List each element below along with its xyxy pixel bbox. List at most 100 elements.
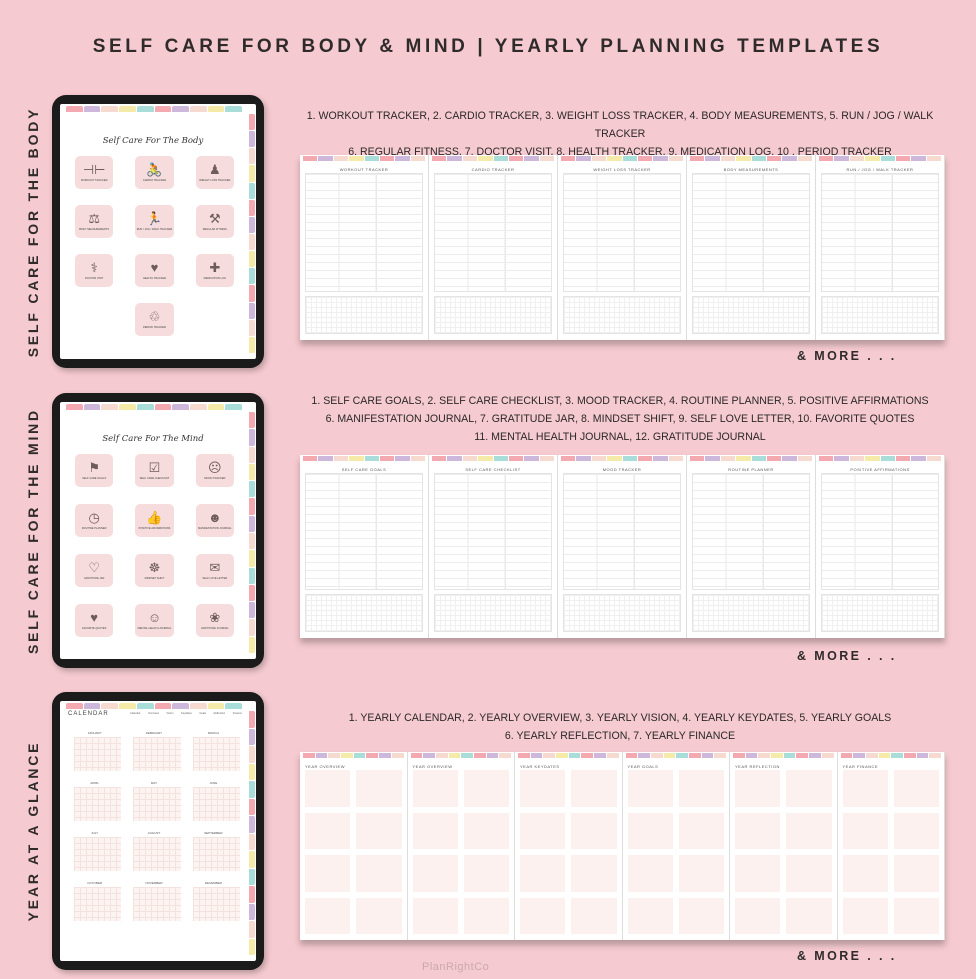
side-tab-item[interactable] — [249, 938, 255, 955]
page-tab-item[interactable] — [462, 456, 478, 461]
page-tab-item[interactable] — [926, 156, 941, 161]
page-preview[interactable]: Cardio Tracker — [429, 155, 558, 340]
page-tab-item[interactable] — [364, 156, 379, 161]
page-tab-item[interactable] — [903, 753, 916, 758]
top-tab-item[interactable] — [172, 703, 189, 709]
top-tab-item[interactable] — [189, 106, 207, 112]
page-tab-item[interactable] — [328, 753, 341, 758]
page-tab-item[interactable] — [432, 456, 447, 461]
side-tab-item[interactable] — [249, 336, 255, 353]
tile-health-tracker[interactable]: ♥ Health Tracker — [135, 254, 174, 287]
side-tab-item[interactable] — [249, 498, 255, 515]
top-tab-item[interactable] — [172, 404, 189, 410]
month-block[interactable]: October — [68, 881, 122, 921]
side-tab-item[interactable] — [249, 711, 255, 728]
page-tab-item[interactable] — [891, 753, 903, 758]
page-tab-item[interactable] — [916, 753, 929, 758]
page-tab-item[interactable] — [518, 753, 530, 758]
side-tab-item[interactable] — [249, 285, 255, 302]
top-tab-item[interactable] — [83, 404, 101, 410]
page-tab-item[interactable] — [720, 156, 736, 161]
side-tab-item[interactable] — [249, 763, 255, 780]
page-tab-item[interactable] — [797, 156, 812, 161]
page-tab-item[interactable] — [701, 753, 714, 758]
side-tab-item[interactable] — [249, 886, 255, 903]
side-tab-item[interactable] — [249, 746, 255, 763]
page-tab-item[interactable] — [591, 156, 607, 161]
page-tab-item[interactable] — [478, 156, 493, 161]
top-tab-item[interactable] — [225, 703, 243, 709]
page-tab-item[interactable] — [676, 753, 688, 758]
side-tab-item[interactable] — [249, 868, 255, 885]
page-tab-item[interactable] — [478, 456, 493, 461]
top-tab-item[interactable] — [225, 106, 243, 112]
page-tab-item[interactable] — [796, 753, 809, 758]
month-block[interactable]: September — [187, 831, 240, 871]
page-tab-item[interactable] — [353, 753, 366, 758]
page-tab-item[interactable] — [782, 456, 797, 461]
page-tab-item[interactable] — [493, 456, 508, 461]
top-tab-item[interactable] — [136, 106, 154, 112]
page-tab-item[interactable] — [720, 456, 736, 461]
page-preview[interactable]: Positive Affirmations — [816, 455, 945, 638]
side-tab-item[interactable] — [249, 114, 255, 131]
page-tab-item[interactable] — [379, 753, 391, 758]
page-tab-item[interactable] — [391, 753, 404, 758]
page-tab-item[interactable] — [745, 753, 758, 758]
top-tab-item[interactable] — [66, 703, 83, 709]
page-tab-item[interactable] — [895, 156, 911, 161]
side-tab-item[interactable] — [249, 446, 255, 463]
month-block[interactable]: November — [127, 881, 181, 921]
top-tab-item[interactable] — [83, 106, 101, 112]
page-tab-item[interactable] — [379, 156, 395, 161]
tile-manifestation-journal[interactable]: ☻ Manifestation Journal — [195, 504, 234, 537]
page-preview[interactable]: Year Reflection — [730, 752, 838, 940]
side-tab-item[interactable] — [249, 532, 255, 550]
page-tab-item[interactable] — [591, 456, 607, 461]
top-tab-item[interactable] — [154, 404, 172, 410]
page-preview[interactable]: Workout Tracker — [300, 155, 429, 340]
top-tab-item[interactable] — [66, 404, 83, 410]
top-tab-item[interactable] — [101, 106, 119, 112]
page-tab-item[interactable] — [499, 753, 511, 758]
page-tab-item[interactable] — [508, 156, 524, 161]
side-tab-item[interactable] — [249, 636, 255, 653]
page-tab-item[interactable] — [315, 753, 328, 758]
month-block[interactable]: June — [187, 781, 240, 821]
side-tab-item[interactable] — [249, 165, 255, 182]
page-tab-item[interactable] — [650, 753, 663, 758]
page-tab-item[interactable] — [849, 456, 865, 461]
page-tab-item[interactable] — [432, 156, 447, 161]
page-tab-item[interactable] — [539, 156, 554, 161]
tile-workout-tracker[interactable]: ⊣⊢ Workout Tracker — [75, 156, 114, 189]
tile-gratitude-jar[interactable]: ♡ Gratitude Jar — [75, 554, 114, 587]
page-tab-item[interactable] — [576, 456, 591, 461]
page-tab-item[interactable] — [303, 753, 315, 758]
tile-self-love-letter[interactable]: ✉ Self Love Letter — [195, 554, 234, 587]
side-tab-item[interactable] — [249, 798, 255, 815]
tile-run-jog-walk-tracker[interactable]: 🏃 Run / Jog / Walk Tracker — [135, 205, 174, 238]
page-tab-item[interactable] — [364, 456, 379, 461]
page-tab-item[interactable] — [840, 753, 853, 758]
page-tab-item[interactable] — [771, 753, 783, 758]
page-preview[interactable]: Year Goals — [622, 752, 730, 940]
page-tab-item[interactable] — [366, 753, 379, 758]
page-tab-item[interactable] — [530, 753, 543, 758]
page-tab-item[interactable] — [751, 456, 766, 461]
page-tab-item[interactable] — [668, 156, 683, 161]
month-block[interactable]: March — [187, 731, 240, 771]
page-tab-item[interactable] — [736, 456, 751, 461]
page-tab-item[interactable] — [543, 753, 556, 758]
side-tab-item[interactable] — [249, 199, 255, 216]
top-tab-item[interactable] — [101, 703, 119, 709]
page-tab-item[interactable] — [333, 156, 349, 161]
top-tab-item[interactable] — [172, 106, 189, 112]
page-tab-item[interactable] — [880, 456, 895, 461]
page-tab-item[interactable] — [448, 753, 461, 758]
top-tab-item[interactable] — [136, 404, 154, 410]
month-block[interactable]: July — [68, 831, 122, 871]
page-preview[interactable]: Year Keydates — [515, 752, 623, 940]
top-tab-item[interactable] — [154, 703, 172, 709]
page-tab-item[interactable] — [853, 753, 865, 758]
nav-item[interactable]: Reflection — [213, 712, 226, 715]
